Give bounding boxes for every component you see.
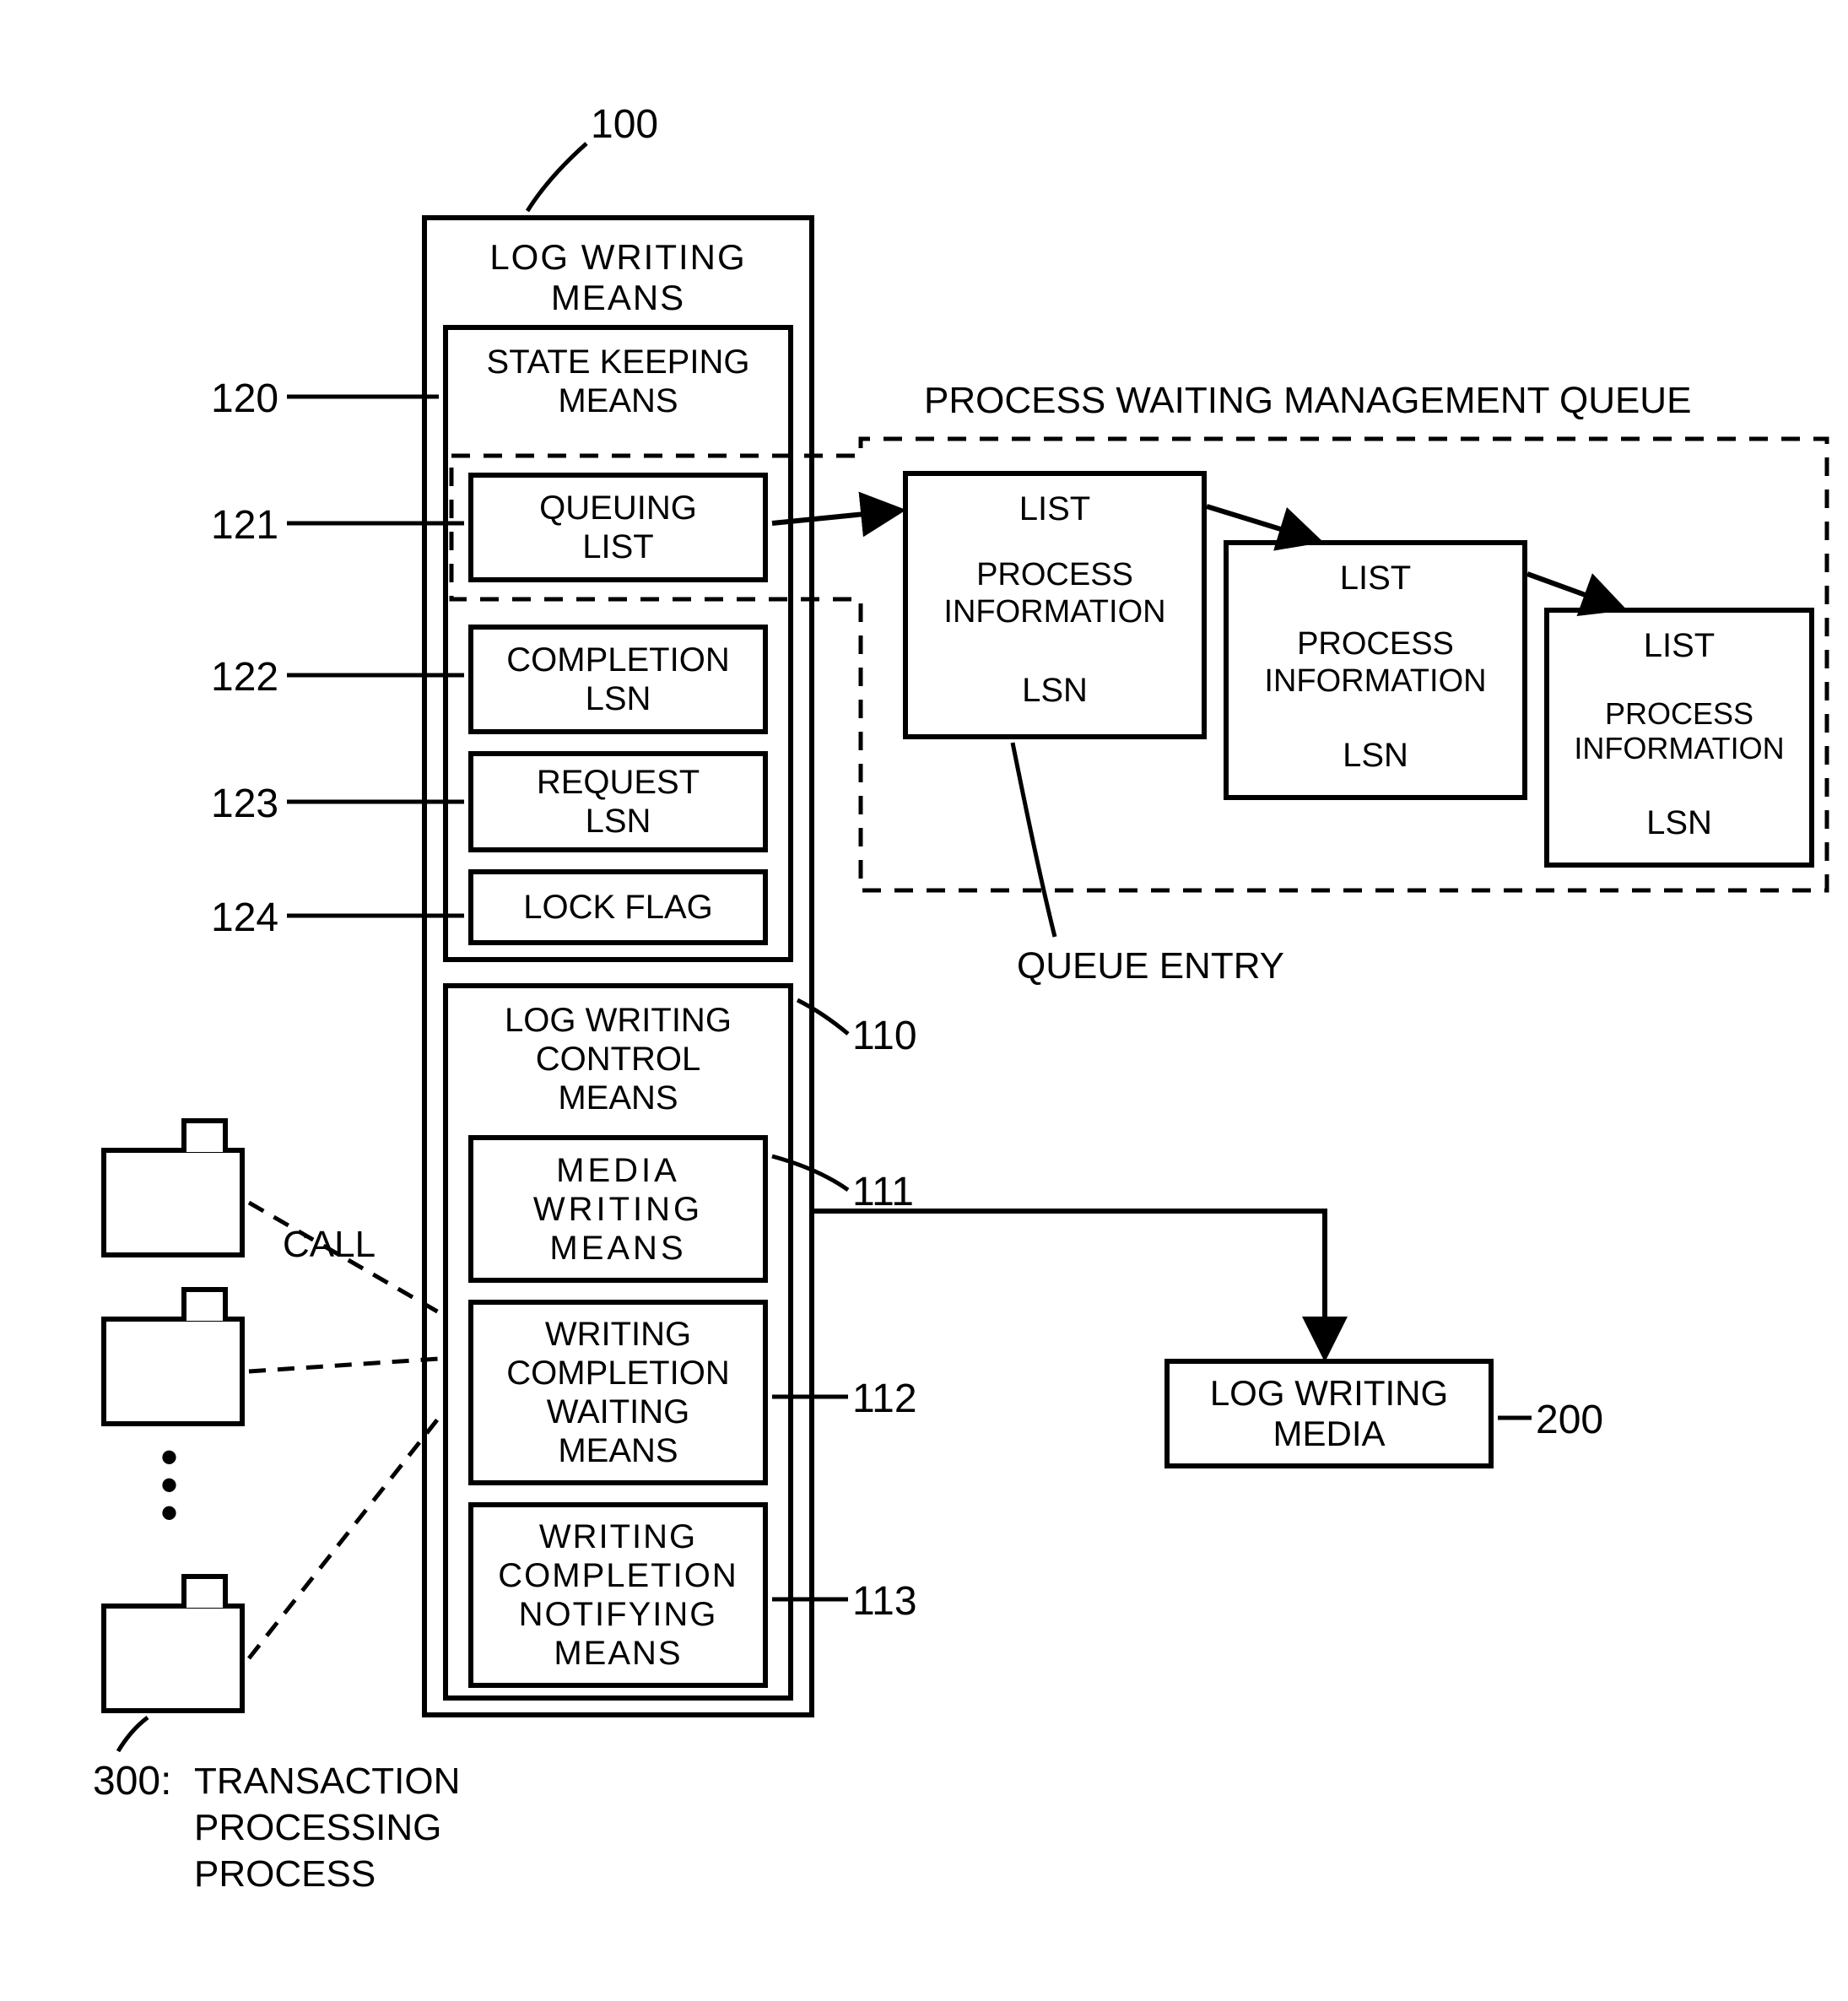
ref-300: 300: [93, 1758, 171, 1804]
ref-113: 113 [852, 1578, 917, 1625]
ref-111: 111 [852, 1169, 914, 1215]
log-writing-media-text: LOG WRITING MEDIA [1210, 1373, 1448, 1455]
txn-label: TRANSACTION PROCESSING PROCESS [194, 1758, 460, 1897]
ref-200: 200 [1536, 1397, 1603, 1443]
queue-entry-1-procinfo: PROCESS INFORMATION [903, 542, 1207, 652]
queue-entry-1-list: LIST [903, 471, 1207, 547]
queue-entry-3-list: LIST [1544, 608, 1814, 684]
log-writing-media-box: LOG WRITING MEDIA [1164, 1359, 1494, 1468]
queuing-list-text: QUEUING LIST [539, 489, 697, 566]
ref-120: 120 [211, 376, 278, 422]
lock-flag-text: LOCK FLAG [523, 888, 713, 927]
writing-completion-waiting-means-text: WRITING COMPLETION WAITING MEANS [506, 1315, 729, 1470]
ref-100: 100 [591, 101, 658, 148]
completion-lsn-box: COMPLETION LSN [468, 625, 768, 734]
queue-entry-2-list: LIST [1224, 540, 1527, 616]
queue-entry-label: QUEUE ENTRY [1017, 945, 1284, 988]
txn-proc-2 [101, 1317, 245, 1426]
writing-completion-notifying-means-text: WRITING COMPLETION NOTIFYING MEANS [498, 1517, 738, 1673]
request-lsn-box: REQUEST LSN [468, 751, 768, 852]
ref-124: 124 [211, 895, 278, 941]
queue-entry-2-procinfo-text: PROCESS INFORMATION [1264, 626, 1486, 700]
queue-entry-3-procinfo: PROCESS INFORMATION [1544, 679, 1814, 788]
queuing-list-box: QUEUING LIST [468, 473, 768, 582]
ref-112: 112 [852, 1376, 917, 1422]
media-writing-means-text: MEDIA WRITING MEANS [533, 1151, 703, 1268]
txn-proc-1-tab [181, 1118, 228, 1152]
ref-122: 122 [211, 654, 278, 700]
queue-title: PROCESS WAITING MANAGEMENT QUEUE [924, 380, 1691, 423]
queue-entry-2-procinfo: PROCESS INFORMATION [1224, 611, 1527, 721]
lock-flag-box: LOCK FLAG [468, 869, 768, 945]
proc-dots: ••• [160, 1443, 178, 1527]
writing-completion-waiting-means-box: WRITING COMPLETION WAITING MEANS [468, 1300, 768, 1485]
queue-entry-2-list-text: LIST [1340, 559, 1411, 598]
queue-entry-1-procinfo-text: PROCESS INFORMATION [943, 557, 1165, 630]
txn-proc-2-tab [181, 1287, 228, 1321]
queue-entry-2-lsn-text: LSN [1343, 736, 1408, 775]
queue-entry-3-lsn-text: LSN [1646, 803, 1712, 842]
queue-entry-1-lsn: LSN [903, 646, 1207, 739]
queue-entry-2-lsn: LSN [1224, 716, 1527, 800]
queue-entry-3-procinfo-text: PROCESS INFORMATION [1574, 696, 1784, 766]
log-writing-means-title: LOG WRITING MEANS [489, 237, 746, 319]
ref-123: 123 [211, 781, 278, 827]
queue-entry-3-lsn: LSN [1544, 783, 1814, 868]
connector-overlay [0, 0, 1848, 2001]
state-keeping-means-title: STATE KEEPING MEANS [487, 343, 750, 420]
diagram-canvas: 100 120 121 122 123 124 110 111 112 113 … [0, 0, 1848, 2001]
call-label: CALL [283, 1224, 376, 1267]
request-lsn-text: REQUEST LSN [537, 763, 700, 841]
ref-110: 110 [852, 1013, 917, 1059]
queue-entry-3-list-text: LIST [1644, 626, 1715, 665]
txn-proc-3 [101, 1604, 245, 1713]
queue-entry-1-list-text: LIST [1019, 489, 1090, 528]
txn-proc-1 [101, 1148, 245, 1257]
completion-lsn-text: COMPLETION LSN [506, 641, 729, 718]
writing-completion-notifying-means-box: WRITING COMPLETION NOTIFYING MEANS [468, 1502, 768, 1688]
ref-121: 121 [211, 502, 278, 549]
media-writing-means-box: MEDIA WRITING MEANS [468, 1135, 768, 1283]
txn-proc-3-tab [181, 1574, 228, 1608]
log-writing-control-means-title: LOG WRITING CONTROL MEANS [505, 1001, 732, 1117]
queue-entry-1-lsn-text: LSN [1022, 671, 1088, 710]
